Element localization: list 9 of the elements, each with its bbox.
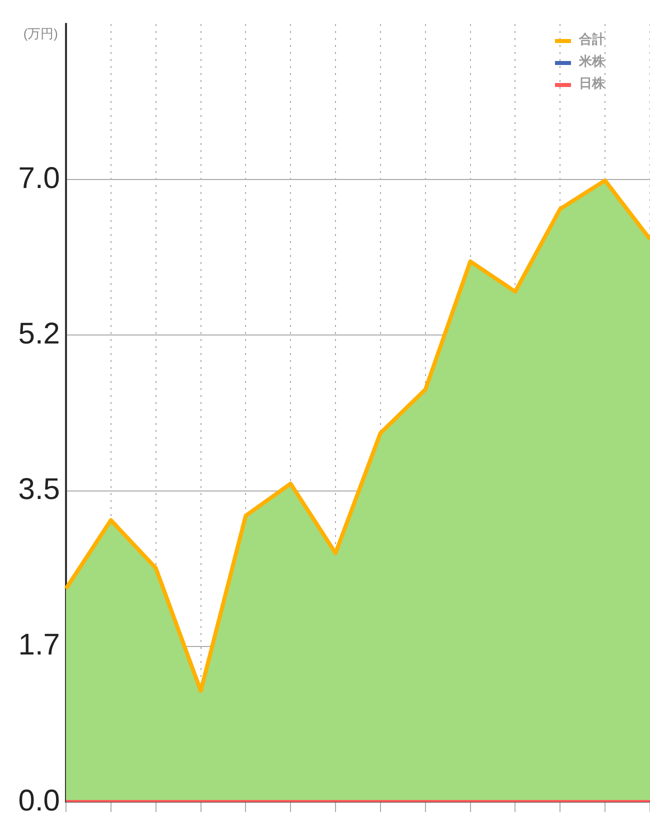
- y-tick-label: 3.5: [18, 473, 60, 506]
- legend-label: 日株: [579, 76, 606, 91]
- legend-label: 合計: [578, 32, 605, 47]
- y-tick-label: 7.0: [18, 162, 60, 195]
- legend-label: 米株: [578, 54, 606, 69]
- y-tick-label: 1.7: [18, 628, 60, 662]
- y-tick-label: 5.2: [18, 317, 60, 350]
- y-tick-label: 0.0: [18, 784, 60, 818]
- y-axis-title: (万円): [23, 26, 58, 42]
